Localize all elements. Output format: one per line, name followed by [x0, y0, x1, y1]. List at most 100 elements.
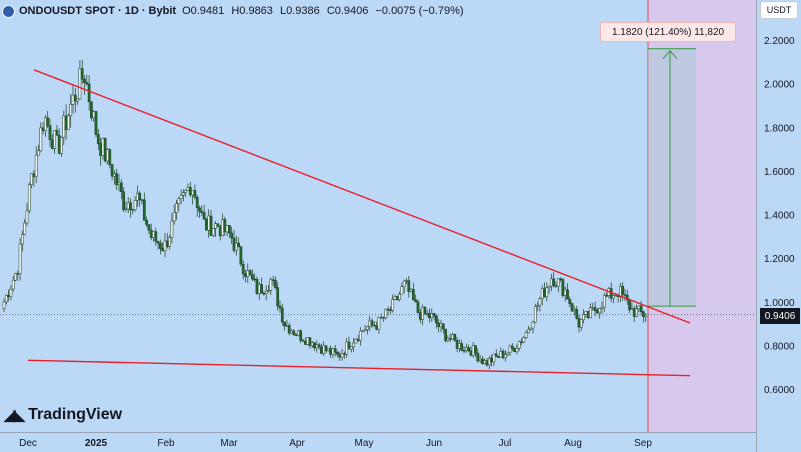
candle-body	[99, 143, 102, 156]
candle-body	[556, 278, 560, 287]
candle-body	[423, 306, 427, 315]
x-tick-label: Feb	[157, 438, 175, 449]
lower-trendline[interactable]	[27, 359, 691, 377]
candle-body	[596, 310, 599, 314]
candle-body	[536, 304, 539, 307]
candle-body	[255, 279, 259, 294]
candle-body	[352, 342, 355, 347]
candle-body	[244, 273, 247, 277]
x-tick-label: Mar	[220, 438, 238, 449]
candle-body	[453, 334, 457, 341]
candle-body	[136, 192, 139, 201]
candle-body	[193, 190, 197, 198]
candle-body	[628, 299, 631, 311]
candle-body	[577, 318, 581, 328]
candle-body	[2, 301, 6, 309]
candle-body	[253, 278, 257, 281]
candle-body	[570, 303, 574, 312]
y-tick-label: 0.6000	[764, 385, 795, 396]
candle-body	[232, 237, 236, 251]
candle-body	[336, 352, 339, 355]
candle-body	[306, 337, 309, 345]
symbol-label[interactable]: ONDOUSDT SPOT · 1D · Bybit	[19, 5, 177, 17]
candle-body	[21, 234, 24, 245]
candle-body	[308, 337, 312, 346]
candle-body	[147, 224, 151, 231]
measure-arrow-head-icon	[662, 49, 678, 60]
candle-body	[432, 313, 436, 317]
candle-body	[642, 311, 645, 317]
candle-body	[430, 313, 434, 319]
candle-body	[552, 278, 556, 286]
candle-body	[375, 325, 378, 330]
candle-body	[283, 321, 286, 327]
candle-body	[18, 243, 22, 274]
candle-body	[467, 347, 470, 352]
candle-body	[561, 279, 565, 296]
last-price-tag: 0.9406	[760, 308, 800, 324]
candle-body	[9, 288, 13, 297]
candle-body	[257, 284, 261, 294]
candle-body	[416, 301, 420, 313]
y-tick-label: 2.2000	[764, 36, 795, 47]
candle-body	[428, 313, 431, 319]
candle-body	[163, 240, 167, 252]
candle-body	[301, 340, 305, 342]
candle-body	[464, 347, 468, 352]
candle-body	[637, 305, 641, 310]
candle-body	[474, 345, 477, 354]
candle-body	[368, 320, 372, 327]
candle-body	[46, 117, 50, 126]
measure-box	[648, 48, 696, 307]
candle-body	[451, 334, 454, 340]
candle-body	[490, 357, 493, 363]
candle-body	[448, 338, 452, 340]
candle-body	[53, 130, 56, 149]
x-tick-label: Sep	[634, 438, 652, 449]
candle-body	[23, 222, 27, 235]
logo-text: TradingView	[28, 406, 123, 423]
candle-body	[50, 139, 54, 149]
candle-body	[444, 328, 447, 341]
candle-body	[76, 98, 79, 102]
candle-body	[207, 215, 211, 231]
candle-body	[487, 357, 491, 366]
candle-body	[218, 226, 222, 236]
candle-body	[41, 127, 45, 132]
candle-body	[94, 111, 98, 135]
candle-body	[538, 298, 542, 306]
candle-body	[524, 332, 528, 338]
candle-body	[405, 280, 408, 282]
candle-body	[303, 340, 307, 345]
candle-body	[44, 117, 47, 132]
currency-button[interactable]: USDT	[760, 1, 798, 19]
candle-body	[499, 351, 503, 358]
candle-body	[462, 350, 466, 352]
candle-body	[439, 323, 443, 328]
upper-trendline[interactable]	[33, 69, 691, 324]
candle-body	[455, 340, 459, 349]
candle-body	[209, 215, 213, 236]
candle-body	[101, 138, 105, 156]
candle-body	[379, 317, 383, 319]
candle-body	[129, 202, 132, 210]
candle-body	[276, 287, 280, 307]
candle-body	[529, 327, 533, 330]
candle-body	[69, 104, 73, 116]
candle-body	[386, 308, 390, 311]
candle-body	[172, 212, 176, 222]
candle-body	[584, 311, 588, 315]
candle-body	[115, 173, 119, 186]
candle-body	[294, 334, 298, 336]
tradingview-logo-icon: ◢◣	[4, 407, 25, 424]
candle-body	[299, 330, 303, 341]
candle-body	[589, 307, 592, 318]
ohlc-values: O0.9481 H0.9863 L0.9386 C0.9406 −0.0075 …	[182, 5, 467, 17]
candle-body	[223, 218, 227, 233]
candle-body	[354, 339, 358, 344]
candle-body	[320, 346, 323, 354]
candle-body	[267, 289, 270, 292]
tradingview-logo[interactable]: ◢◣ TradingView	[4, 406, 122, 424]
